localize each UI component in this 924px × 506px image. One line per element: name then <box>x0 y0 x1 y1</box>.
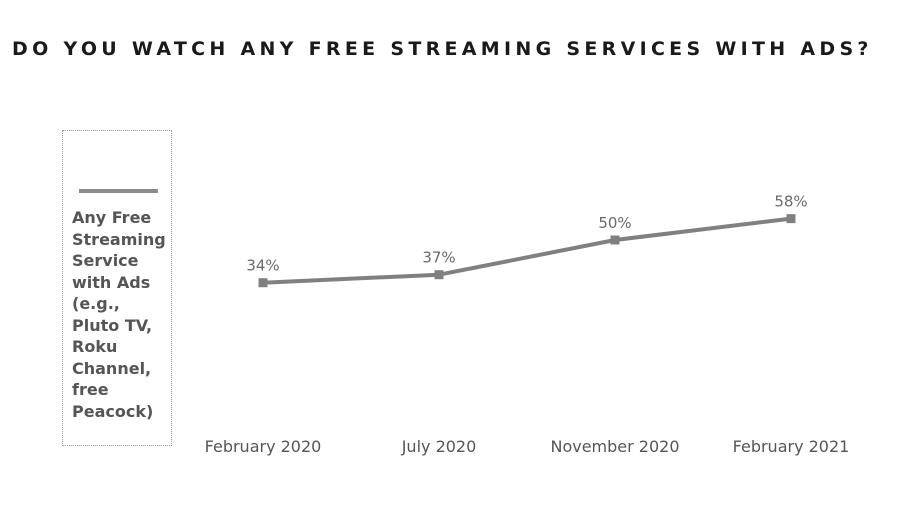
data-label: 37% <box>422 249 455 267</box>
chart-title: DO YOU WATCH ANY FREE STREAMING SERVICES… <box>12 38 873 60</box>
series-line <box>262 216 792 285</box>
x-tick-label: November 2020 <box>550 437 679 456</box>
data-point <box>258 278 268 288</box>
legend: Any Free Streaming Service with Ads (e.g… <box>62 130 172 446</box>
data-label: 58% <box>774 193 807 211</box>
x-tick-label: July 2020 <box>401 437 477 456</box>
data-label: 50% <box>598 214 631 232</box>
data-label: 34% <box>246 257 279 275</box>
data-point <box>434 270 444 280</box>
data-point <box>786 214 796 224</box>
x-tick-label: February 2020 <box>205 437 322 456</box>
data-point <box>610 235 620 245</box>
legend-swatch-line <box>79 189 158 193</box>
x-tick-label: February 2021 <box>733 437 850 456</box>
legend-label: Any Free Streaming Service with Ads (e.g… <box>72 208 166 421</box>
